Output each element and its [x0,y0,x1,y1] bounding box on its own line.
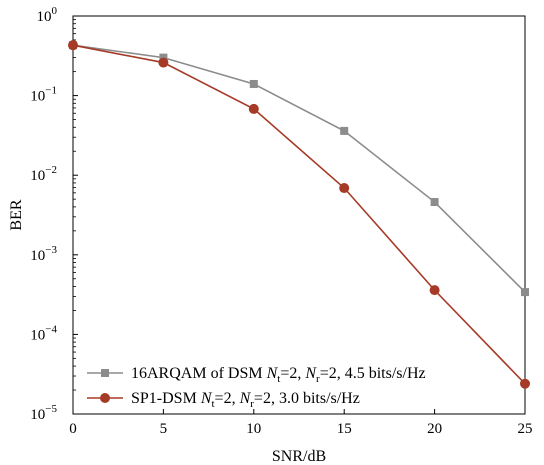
legend-item-1: 16ARQAM of DSM Nt=2, Nr=2, 4.5 bits/s/Hz [87,365,426,385]
data-point-circle [248,103,259,114]
x-tick-label: 15 [337,421,352,437]
y-axis-label: BER [8,199,25,230]
data-point-square [430,198,439,207]
legend-marker-circle [100,393,110,403]
data-point-circle [339,183,350,194]
y-tick-label: 10−5 [30,403,57,423]
series-line [72,44,526,293]
plot-area [72,15,526,415]
data-point-square [340,126,349,135]
series-line [72,44,526,385]
legend: 16ARQAM of DSM Nt=2, Nr=2, 4.5 bits/s/Hz… [87,365,426,410]
data-point-circle [68,40,78,51]
x-tick-label: 10 [246,421,261,437]
x-tick-label: 5 [160,421,168,437]
legend-label: 16ARQAM of DSM Nt=2, Nr=2, 4.5 bits/s/Hz [131,365,426,385]
data-point-circle [520,378,530,389]
series-2 [68,40,530,389]
y-tick-label: 10−1 [30,85,57,105]
data-point-circle [158,57,169,68]
legend-label: SP1-DSM Nt=2, Nr=2, 3.0 bits/s/Hz [131,390,360,410]
x-tick-label: 0 [69,421,77,437]
y-tick-label: 10−2 [30,164,57,184]
y-tick-label: 10−3 [30,244,57,264]
x-axis-label: SNR/dB [272,448,326,465]
y-tick-label: 100 [37,5,58,25]
data-point-square [521,288,529,297]
x-tick-label: 20 [427,421,442,437]
series-1 [69,41,529,297]
data-point-circle [429,285,440,296]
legend-item-2: SP1-DSM Nt=2, Nr=2, 3.0 bits/s/Hz [87,390,360,410]
series-layer [68,40,530,389]
x-tick-label: 25 [518,421,533,437]
legend-marker-square [101,369,109,377]
x-axis: 0 5 10 15 20 25 [69,409,533,437]
y-tick-label: 10−4 [30,323,57,343]
y-axis: 100 10−1 10−2 10−3 10−4 10−5 [30,5,78,423]
data-point-square [249,79,258,88]
